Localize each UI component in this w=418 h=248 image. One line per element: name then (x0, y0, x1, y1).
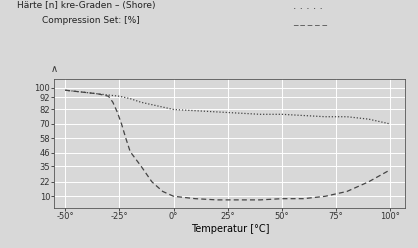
Text: _ _ _ _ _: _ _ _ _ _ (293, 16, 326, 25)
Text: ∧: ∧ (51, 64, 58, 74)
Text: Compression Set: [%]: Compression Set: [%] (42, 16, 140, 25)
Text: . . . . .: . . . . . (293, 1, 322, 11)
Text: Härte [n] kre-Graden – (Shore): Härte [n] kre-Graden – (Shore) (17, 1, 155, 10)
X-axis label: Temperatur [°C]: Temperatur [°C] (191, 224, 269, 234)
